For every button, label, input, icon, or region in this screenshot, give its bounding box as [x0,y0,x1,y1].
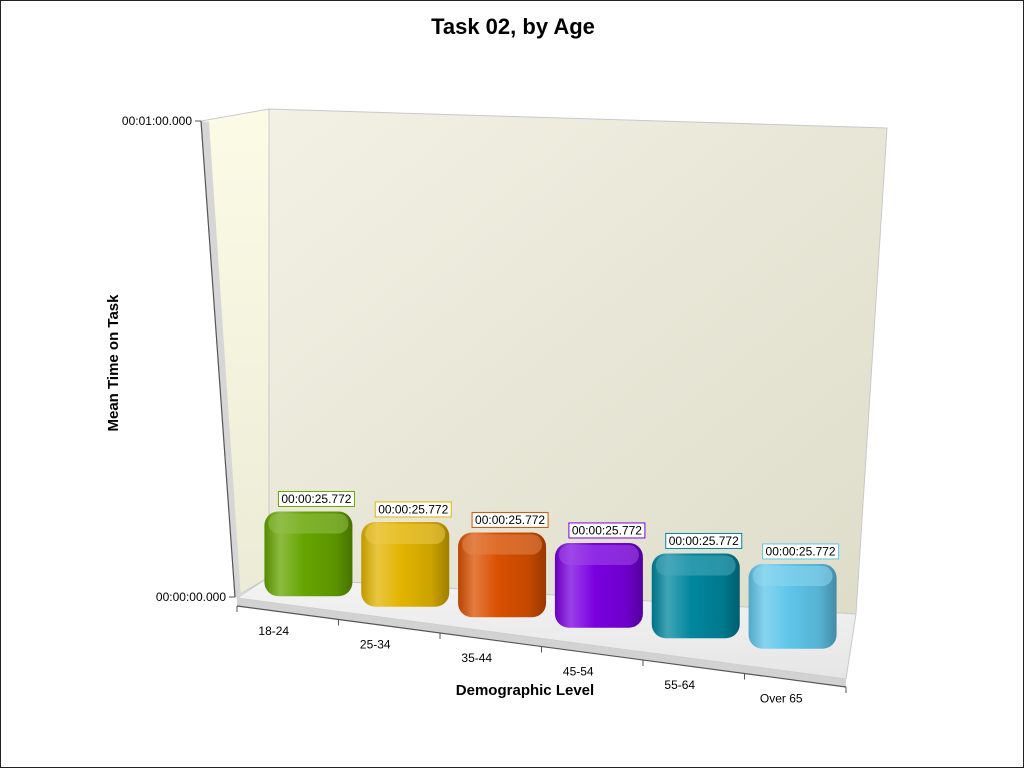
data-label-box [471,511,549,528]
data-label-box [762,543,840,560]
x-tick-label: Over 65 [760,691,803,705]
data-label-box [568,522,646,539]
data-label-Over 65: 00:00:25.772 [762,543,840,560]
data-labels: 00:00:25.772 00:00:25.772 00:00:25.772 00:0… [277,490,840,560]
data-label-35-44: 00:00:25.772 [471,511,549,528]
left-axis-strip [201,121,241,598]
y-axis-title: Mean Time on Task [105,294,122,432]
data-label-text: 00:00:25.772 [475,513,545,527]
bar-cap [655,555,736,576]
x-tick-label: 55-64 [664,678,695,692]
data-label-box [374,501,452,518]
y-axis-line [200,120,236,598]
bar-25-34 [361,521,450,607]
x-tick-label: 35-44 [461,651,492,665]
bar-Over 65 [748,563,837,649]
bar-35-44 [458,532,547,618]
y-tick-label: 00:00:00.000 [156,590,226,604]
x-tick-label: 45-54 [563,664,594,678]
data-label-text: 00:00:25.772 [669,534,739,548]
bar-cap [365,523,446,544]
data-label-text: 00:00:25.772 [766,544,836,558]
data-label-box [277,490,355,507]
chart-title: Task 02, by Age [431,14,595,39]
data-label-45-54: 00:00:25.772 [568,522,646,539]
bars [264,511,837,649]
bar-cap [268,513,349,534]
data-label-text: 00:00:25.772 [572,523,642,537]
bar-cap [462,534,543,555]
y-tick-label: 00:01:00.000 [122,114,192,128]
y-ticks: 00:00:00.000 00:01:00.000 [122,114,235,604]
x-ticks: 18-24 25-34 35-44 45-54 55-64 Over 65 [236,606,847,705]
data-label-box [665,532,743,549]
data-label-18-24: 00:00:25.772 [277,490,355,507]
bar-cap [752,565,833,586]
bar-45-54 [554,542,643,628]
x-tick-label: 18-24 [258,624,289,638]
data-label-text: 00:00:25.772 [281,492,351,506]
data-label-25-34: 00:00:25.772 [374,501,452,518]
floor-edge [237,598,846,687]
bar-55-64 [651,553,740,639]
x-axis-title: Demographic Level [456,682,594,699]
x-tick-label: 25-34 [360,637,391,651]
bar-cap [558,544,639,565]
data-label-55-64: 00:00:25.772 [665,532,743,549]
data-label-text: 00:00:25.772 [378,502,448,516]
bar-18-24 [264,511,353,597]
